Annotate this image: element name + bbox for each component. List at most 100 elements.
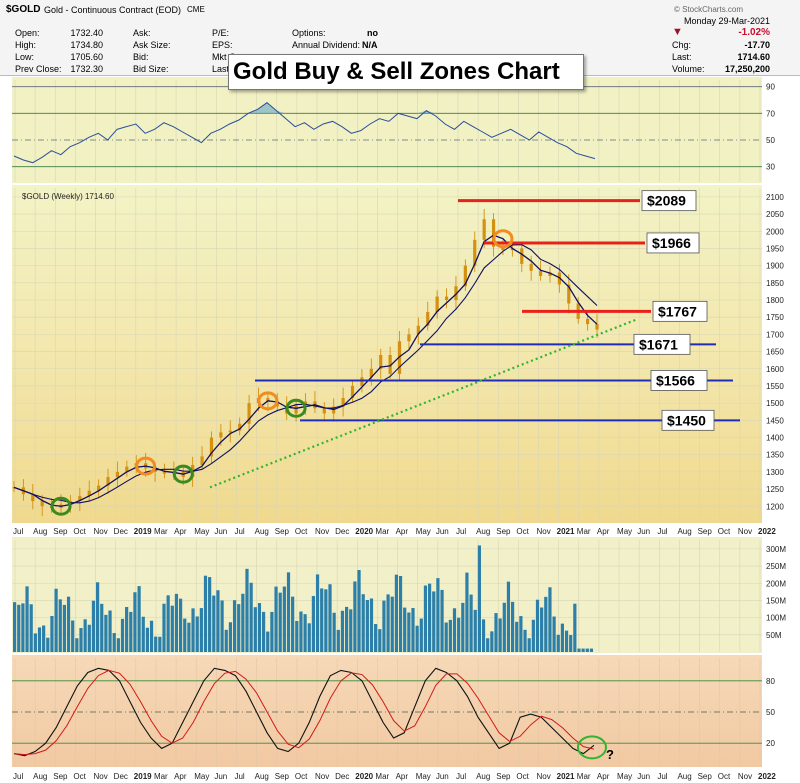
stoch-k-line (13, 667, 595, 757)
volume-bar (79, 628, 83, 652)
volume-tick-label: 150M (766, 596, 786, 605)
volume-bar (369, 598, 374, 652)
volume-bar (149, 620, 154, 652)
volume-bar (303, 614, 307, 652)
x-tick-label: Aug (33, 527, 47, 536)
level-label-box (641, 190, 697, 212)
uptrend-line (209, 317, 639, 489)
x-tick-label-bottom: Apr (174, 772, 187, 781)
volume-bar (560, 623, 564, 652)
x-tick-label: Jul (657, 527, 667, 536)
x-tick-label-bottom: May (194, 772, 209, 781)
volume-bar (324, 589, 328, 652)
volume-bar (423, 585, 428, 652)
price-bar-body (106, 477, 110, 486)
volume-bar (278, 592, 282, 652)
x-tick-label-bottom: Oct (718, 772, 731, 781)
price-bar-body (31, 494, 35, 502)
volume-bar (13, 602, 17, 652)
buy-zone-marker (285, 398, 307, 418)
volume-bar (365, 600, 369, 652)
chart-title: Gold Buy & Sell Zones Chart (228, 54, 584, 90)
x-tick-label: Jun (637, 527, 650, 536)
price-bar-body (247, 403, 251, 424)
volume-bar (469, 594, 473, 652)
x-tick-label: Nov (315, 527, 329, 536)
volume-bar (245, 568, 249, 652)
x-tick-label: Apr (396, 527, 409, 536)
volume-bar (465, 572, 469, 652)
x-tick-label-bottom: Sep (496, 772, 511, 781)
price-legend: $GOLD (Weekly) 1714.60 (22, 192, 114, 201)
volume-bar (411, 608, 415, 652)
price-tick-label: 2100 (766, 193, 784, 202)
volume-tick-label: 100M (766, 614, 786, 623)
volume-bar (444, 622, 448, 652)
volume-bar (112, 633, 116, 652)
volume-bar (228, 622, 232, 652)
price-tick-label: 1350 (766, 451, 784, 460)
rsi-tick-label: 90 (766, 83, 775, 92)
x-tick-label: Dec (335, 527, 349, 536)
volume-bar (257, 603, 262, 652)
low-value: 1705.60 (70, 52, 103, 62)
x-tick-label-bottom: Jul (13, 772, 23, 781)
volume-bar (249, 582, 253, 652)
stoch-buy-circle (577, 735, 607, 760)
volume-bar (452, 608, 457, 652)
volume-bar (29, 604, 33, 652)
volume-bar (461, 602, 465, 652)
volume-bar (17, 604, 21, 652)
volume-bar (262, 611, 266, 652)
volume-bar (253, 607, 257, 652)
volume-bar (120, 618, 125, 652)
x-tick-label-bottom: May (416, 772, 431, 781)
volume-bar (448, 619, 452, 652)
open-label: Open: (15, 28, 40, 38)
price-tick-label: 1400 (766, 434, 784, 443)
volume-bar (382, 600, 386, 652)
price-tick-label: 1450 (766, 416, 784, 425)
price-bar-body (379, 355, 383, 369)
price-bar-body (407, 334, 411, 342)
x-tick-label: Sep (496, 527, 511, 536)
x-tick-label: Sep (698, 527, 713, 536)
volume-bar (440, 589, 444, 652)
volume-bar (183, 618, 187, 652)
x-tick-label: Sep (275, 527, 290, 536)
price-bar-body (294, 404, 298, 414)
price-bar-body (87, 490, 91, 496)
volume-bar (129, 611, 133, 652)
volume-bar (104, 614, 108, 652)
volume-bar (506, 581, 511, 652)
sell-zone-marker (492, 229, 514, 249)
volume-bar (25, 586, 29, 652)
x-tick-label: Dec (114, 527, 128, 536)
options-label: Options: (292, 28, 326, 38)
volume-bar (116, 638, 120, 652)
x-tick-label: Nov (94, 527, 108, 536)
volume-bar (208, 577, 212, 652)
rsi-line (13, 102, 596, 164)
x-tick-label: Jun (214, 527, 227, 536)
x-tick-label: May (617, 527, 632, 536)
high-label: High: (15, 40, 37, 50)
last-label: Last: (672, 52, 692, 62)
volume-bar (299, 611, 303, 652)
rsi-tick-label: 50 (766, 136, 775, 145)
volume-bar (398, 575, 403, 652)
volume-bar (158, 636, 162, 652)
price-tick-label: 1850 (766, 279, 784, 288)
stoch-question-mark: ? (606, 747, 614, 762)
volume-bar (527, 638, 531, 652)
exchange: CME (187, 5, 205, 14)
volume-bar (511, 601, 515, 652)
stoch-tick-label: 80 (766, 677, 775, 686)
volume-bar (71, 620, 75, 652)
price-bar-body (529, 263, 533, 271)
x-tick-label: Nov (537, 527, 551, 536)
volume-bar (552, 616, 556, 652)
volume-bar (349, 609, 353, 652)
volume-bar (199, 608, 203, 652)
